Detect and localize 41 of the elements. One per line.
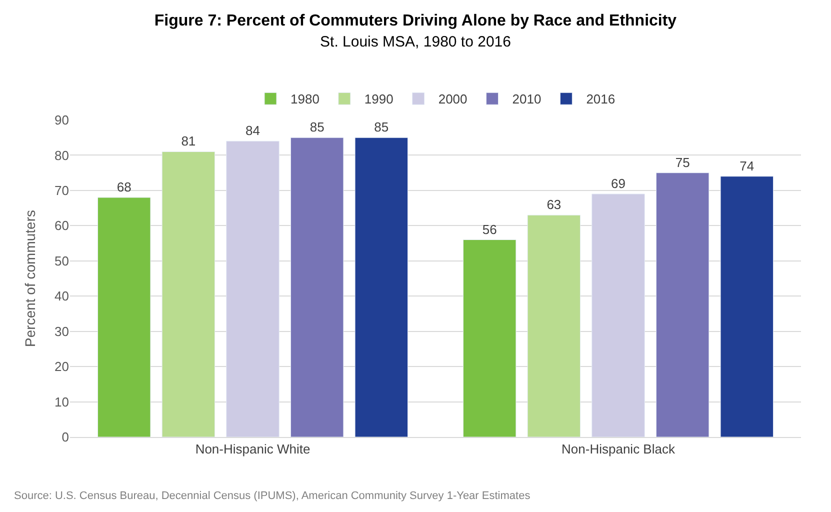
legend-label: 2000: [438, 92, 468, 107]
x-tick-label: Non-Hispanic White: [195, 442, 310, 457]
data-label: 56: [482, 222, 497, 237]
data-label: 85: [310, 120, 324, 135]
y-tick-label: 40: [54, 288, 69, 304]
y-tick-label: 30: [54, 324, 69, 339]
data-label: 68: [116, 179, 132, 194]
legend-label: 2016: [586, 92, 616, 107]
data-label: 63: [546, 197, 562, 212]
chart-title: Figure 7: Percent of Commuters Driving Alone by Race and Ethnicity: [154, 12, 677, 30]
data-label: 75: [675, 154, 690, 170]
data-label: 81: [181, 134, 196, 149]
legend-label: 1990: [364, 92, 394, 107]
y-tick-label: 10: [54, 394, 69, 410]
bar: [592, 194, 645, 437]
data-label: 74: [740, 158, 754, 174]
y-tick-label: 20: [54, 359, 69, 374]
bar: [462, 240, 516, 437]
y-tick-label: 90: [54, 112, 69, 128]
y-tick-label: 0: [62, 430, 69, 445]
y-axis-title: Percent of commuters: [22, 210, 38, 347]
bar: [97, 197, 151, 437]
y-tick-label: 50: [54, 253, 69, 268]
data-label: 69: [611, 176, 626, 191]
y-tick-label: 60: [54, 218, 69, 234]
source-note: Source: U.S. Census Bureau, Decennial Census (IPUMS), American Community Survey 1-Year Estimates: [14, 490, 531, 502]
y-tick-label: 70: [54, 182, 69, 198]
chart-subtitle: St. Louis MSA, 1980 to 2016: [320, 33, 511, 50]
data-label: 85: [374, 120, 389, 135]
bar: [354, 137, 408, 437]
bar: [527, 214, 581, 437]
bar: [226, 140, 280, 437]
bar: [656, 172, 710, 437]
data-label: 84: [246, 123, 260, 138]
legend-label: 1980: [290, 92, 320, 107]
y-tick-label: 80: [54, 148, 69, 163]
x-tick-label: Non-Hispanic Black: [562, 442, 676, 457]
bar: [162, 151, 216, 437]
bar: [720, 176, 774, 437]
legend-label: 2010: [512, 92, 542, 107]
bar: [290, 137, 344, 437]
